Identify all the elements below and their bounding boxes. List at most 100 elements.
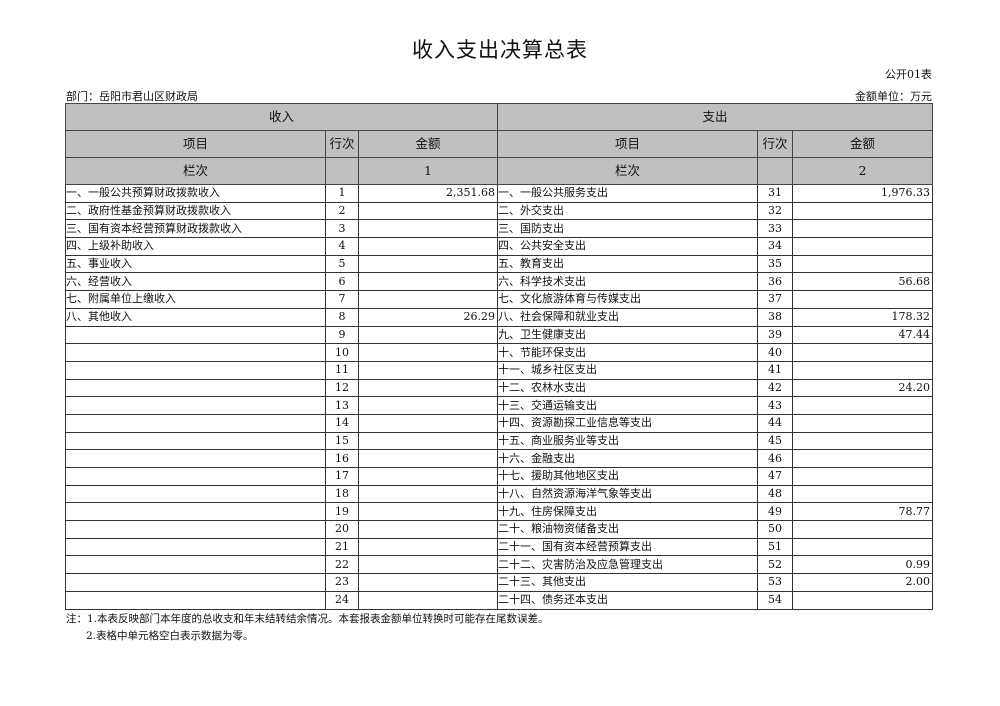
expense-item: 九、卫生健康支出 bbox=[497, 325, 759, 345]
expense-item: 十四、资源勘探工业信息等支出 bbox=[497, 413, 759, 433]
expense-amount: 56.68 bbox=[792, 272, 934, 292]
table-row: 12 十二、农林水支出 42 24.20 bbox=[65, 378, 934, 398]
expense-row-number: 35 bbox=[757, 254, 794, 274]
unit-label: 金额单位：万元 bbox=[855, 90, 932, 103]
expense-item: 十三、交通运输支出 bbox=[497, 396, 759, 415]
income-item bbox=[65, 537, 326, 557]
expense-row-number: 40 bbox=[757, 343, 794, 362]
income-item: 四、上级补助收入 bbox=[65, 237, 326, 256]
income-item bbox=[65, 396, 326, 415]
expense-row-number: 38 bbox=[757, 307, 794, 327]
income-amount bbox=[357, 573, 499, 592]
expense-item: 二、外交支出 bbox=[497, 201, 759, 221]
expense-amount bbox=[792, 484, 934, 504]
expense-row-number: 54 bbox=[757, 590, 794, 610]
income-expense-table: 收入 支出 项目 行次 金额 项目 行次 金额 栏次 1 栏次 2 一、一般公共… bbox=[64, 103, 934, 610]
column-number-row: 栏次 1 栏次 2 bbox=[65, 157, 934, 185]
income-row-number: 12 bbox=[325, 378, 359, 398]
expense-amount: 78.77 bbox=[792, 502, 934, 522]
expense-header: 支出 bbox=[497, 103, 934, 131]
expense-amount bbox=[792, 590, 934, 610]
expense-amount: 24.20 bbox=[792, 378, 934, 398]
income-header: 收入 bbox=[64, 103, 499, 131]
table-row: 9 九、卫生健康支出 39 47.44 bbox=[65, 325, 934, 345]
income-amount bbox=[357, 290, 499, 309]
income-amount bbox=[357, 254, 499, 274]
income-row-number: 7 bbox=[325, 290, 359, 309]
note-2: 2.表格中单元格空白表示数据为零。 bbox=[86, 630, 254, 642]
income-item bbox=[65, 484, 326, 504]
expense-item-header: 项目 bbox=[497, 130, 759, 158]
income-amount: 2,351.68 bbox=[357, 184, 499, 203]
expense-item: 二十三、其他支出 bbox=[497, 573, 759, 592]
expense-item: 六、科学技术支出 bbox=[497, 272, 759, 292]
income-amount bbox=[357, 396, 499, 415]
table-row: 五、事业收入 5 五、教育支出 35 bbox=[65, 254, 934, 274]
table-row: 八、其他收入 8 26.29 八、社会保障和就业支出 38 178.32 bbox=[65, 307, 934, 327]
expense-row-number: 48 bbox=[757, 484, 794, 504]
income-row-number: 6 bbox=[325, 272, 359, 292]
income-item bbox=[65, 378, 326, 398]
income-row-number: 8 bbox=[325, 307, 359, 327]
expense-item: 十七、援助其他地区支出 bbox=[497, 467, 759, 486]
table-row: 11 十一、城乡社区支出 41 bbox=[65, 360, 934, 380]
income-amount bbox=[357, 520, 499, 539]
income-amount bbox=[357, 378, 499, 398]
expense-item: 十一、城乡社区支出 bbox=[497, 360, 759, 380]
table-row: 15 十五、商业服务业等支出 45 bbox=[65, 431, 934, 451]
notes: 注：1.本表反映部门本年度的总收支和年末结转结余情况。本套报表金额单位转换时可能… bbox=[66, 611, 549, 645]
income-amount bbox=[357, 555, 499, 575]
page-title: 收入支出决算总表 bbox=[412, 38, 588, 62]
expense-amount: 2.00 bbox=[792, 573, 934, 592]
table-row: 17 十七、援助其他地区支出 47 bbox=[65, 467, 934, 486]
income-item: 三、国有资本经营预算财政拨款收入 bbox=[65, 219, 326, 239]
income-row-number: 11 bbox=[325, 360, 359, 380]
expense-item: 二十、粮油物资储备支出 bbox=[497, 520, 759, 539]
income-amount bbox=[357, 360, 499, 380]
income-item bbox=[65, 325, 326, 345]
income-amount bbox=[357, 537, 499, 557]
income-row-number: 15 bbox=[325, 431, 359, 451]
income-amount: 26.29 bbox=[357, 307, 499, 327]
expense-row-number: 45 bbox=[757, 431, 794, 451]
income-row-number: 14 bbox=[325, 413, 359, 433]
table-row: 六、经营收入 6 六、科学技术支出 36 56.68 bbox=[65, 272, 934, 292]
table-row: 24 二十四、债务还本支出 54 bbox=[65, 590, 934, 610]
income-row-number: 17 bbox=[325, 467, 359, 486]
income-amount bbox=[357, 467, 499, 486]
income-item bbox=[65, 502, 326, 522]
expense-row-number: 31 bbox=[757, 184, 794, 203]
expense-row-number: 39 bbox=[757, 325, 794, 345]
expense-amount bbox=[792, 360, 934, 380]
income-row-number: 5 bbox=[325, 254, 359, 274]
income-row-number: 10 bbox=[325, 343, 359, 362]
expense-row-number: 33 bbox=[757, 219, 794, 239]
income-row-number: 21 bbox=[325, 537, 359, 557]
expense-row-number: 37 bbox=[757, 290, 794, 309]
income-rowno-header: 行次 bbox=[325, 130, 359, 158]
income-row-number: 18 bbox=[325, 484, 359, 504]
expense-amount: 0.99 bbox=[792, 555, 934, 575]
income-item bbox=[65, 555, 326, 575]
expense-item: 一、一般公共服务支出 bbox=[497, 184, 759, 203]
income-item bbox=[65, 431, 326, 451]
table-row: 三、国有资本经营预算财政拨款收入 3 三、国防支出 33 bbox=[65, 219, 934, 239]
income-column-label: 栏次 bbox=[65, 157, 326, 185]
table-row: 七、附属单位上缴收入 7 七、文化旅游体育与传媒支出 37 bbox=[65, 290, 934, 309]
income-rowno-blank bbox=[325, 157, 359, 185]
income-item: 八、其他收入 bbox=[65, 307, 326, 327]
table-row: 20 二十、粮油物资储备支出 50 bbox=[65, 520, 934, 539]
income-amount bbox=[357, 343, 499, 362]
expense-item: 十二、农林水支出 bbox=[497, 378, 759, 398]
department-label: 部门：岳阳市君山区财政局 bbox=[66, 90, 198, 103]
expense-row-number: 47 bbox=[757, 467, 794, 486]
note-1: 注：1.本表反映部门本年度的总收支和年末结转结余情况。本套报表金额单位转换时可能… bbox=[66, 613, 549, 625]
column-header-row: 项目 行次 金额 项目 行次 金额 bbox=[65, 130, 934, 158]
expense-amount bbox=[792, 467, 934, 486]
expense-row-number: 52 bbox=[757, 555, 794, 575]
income-item-header: 项目 bbox=[65, 130, 326, 158]
expense-amount bbox=[792, 343, 934, 362]
expense-item: 十八、自然资源海洋气象等支出 bbox=[497, 484, 759, 504]
expense-item: 十六、金融支出 bbox=[497, 449, 759, 468]
income-item bbox=[65, 449, 326, 468]
